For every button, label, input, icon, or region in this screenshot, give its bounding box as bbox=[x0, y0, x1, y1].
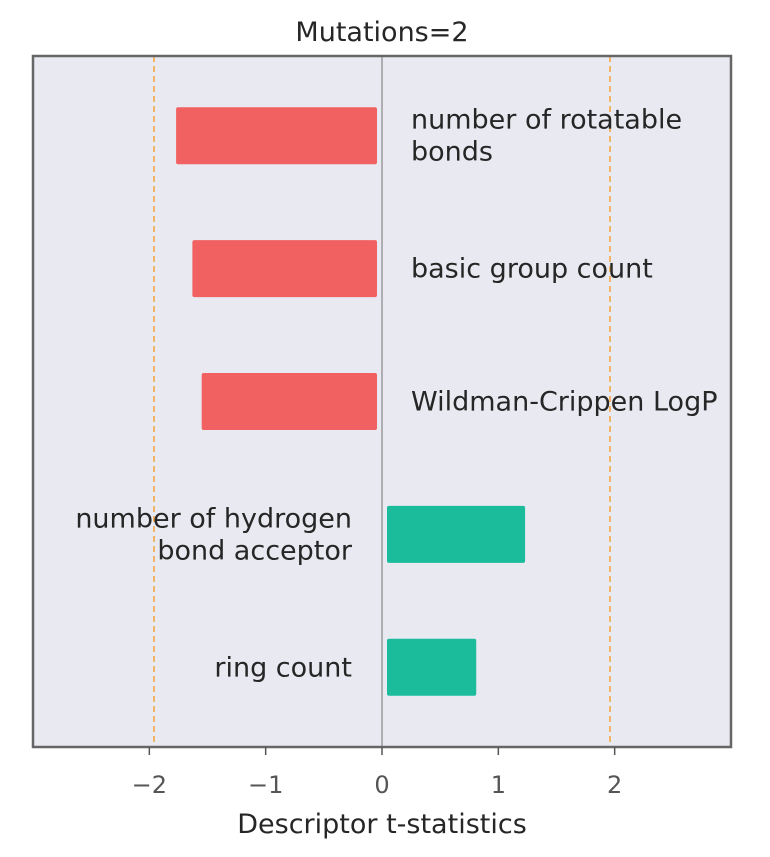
bar-4 bbox=[387, 638, 477, 696]
x-axis-label: Descriptor t-statistics bbox=[237, 809, 527, 840]
bar-label-4-line-0: ring count bbox=[214, 652, 352, 683]
bar-label-1-line-0: basic group count bbox=[411, 254, 653, 285]
bar-label-3-line-0: number of hydrogen bbox=[75, 503, 352, 534]
chart-title: Mutations=2 bbox=[295, 17, 468, 48]
bar-label-0-line-1: bonds bbox=[411, 137, 493, 168]
bar-0 bbox=[176, 107, 377, 165]
bar-3 bbox=[387, 505, 526, 563]
bar-2 bbox=[201, 373, 377, 430]
bar-label-4: ring count bbox=[214, 652, 352, 683]
bar-label-3-line-1: bond acceptor bbox=[157, 535, 353, 566]
x-tick-label-3: 1 bbox=[491, 771, 506, 799]
bar-label-2-line-0: Wildman-Crippen LogP bbox=[411, 387, 718, 418]
x-tick-label-1: −1 bbox=[248, 771, 283, 799]
x-tick-label-0: −2 bbox=[132, 771, 167, 799]
bar-label-0-line-0: number of rotatable bbox=[411, 105, 682, 136]
bar-label-1: basic group count bbox=[411, 254, 653, 285]
x-tick-label-2: 0 bbox=[374, 771, 389, 799]
bar-1 bbox=[192, 240, 377, 298]
bar-label-2: Wildman-Crippen LogP bbox=[411, 387, 718, 418]
bar-label-0: number of rotatable bonds bbox=[411, 105, 682, 168]
x-tick-label-4: 2 bbox=[607, 771, 622, 799]
bar-label-3: number of hydrogen bond acceptor bbox=[75, 503, 353, 566]
